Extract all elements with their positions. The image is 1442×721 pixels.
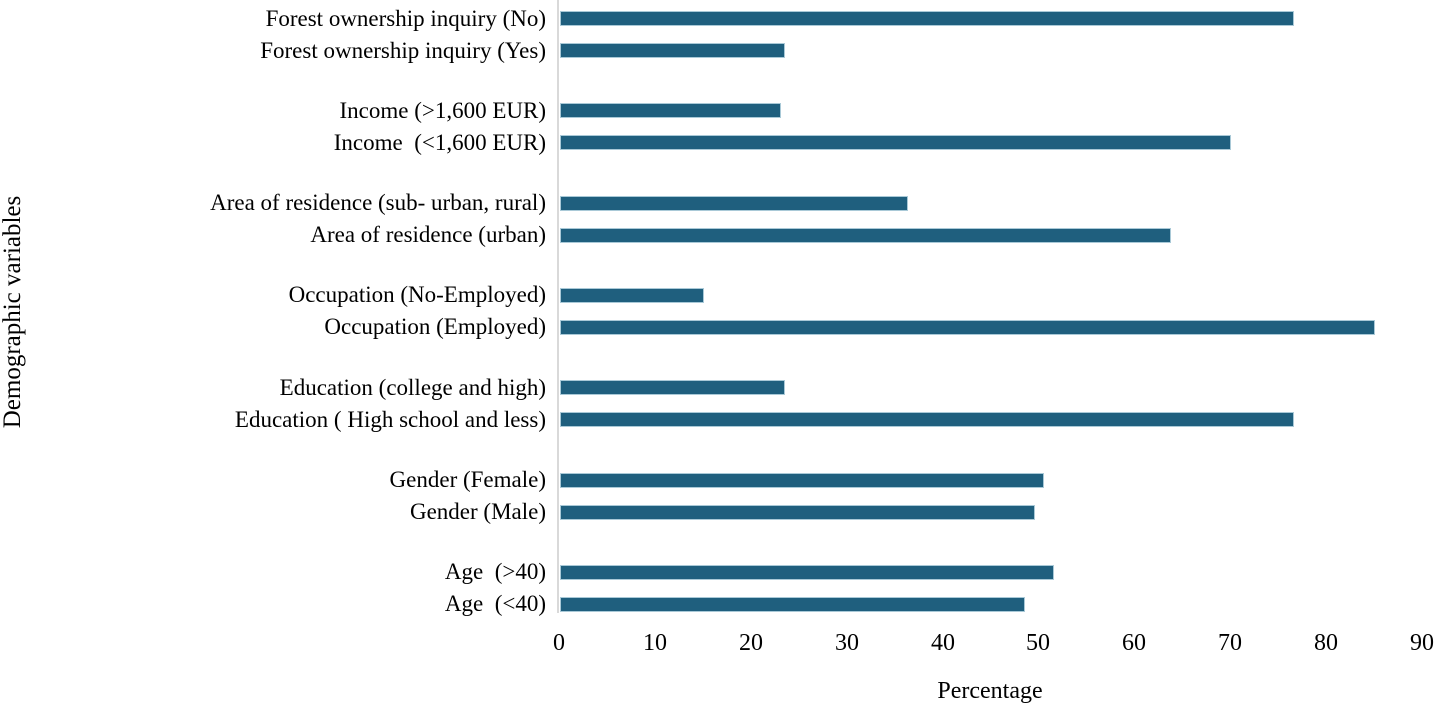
category-label: Forest ownership inquiry (Yes): [260, 38, 546, 63]
category-label: Occupation (Employed): [324, 314, 546, 339]
bar: [560, 597, 1025, 612]
x-tick-label: 50: [1026, 630, 1050, 656]
category-label: Age (>40): [444, 559, 546, 584]
category-label: Forest ownership inquiry (No): [265, 6, 546, 31]
category-label: Occupation (No-Employed): [288, 282, 546, 307]
x-tick-label: 60: [1122, 630, 1146, 656]
bar: [560, 473, 1044, 488]
bar: [560, 412, 1294, 427]
x-tick-label: 10: [643, 630, 667, 656]
x-axis-title: Percentage: [937, 678, 1043, 704]
category-label: Gender (Male): [409, 499, 546, 524]
category-label: Area of residence (sub- urban, rural): [210, 190, 546, 215]
y-axis-line: [557, 0, 559, 613]
x-tick-label: 0: [553, 630, 565, 656]
bar: [560, 505, 1035, 520]
bar: [560, 288, 704, 303]
bar: [560, 380, 785, 395]
category-label: Education (college and high): [279, 375, 546, 400]
x-tick-label: 80: [1314, 630, 1338, 656]
x-tick-label: 30: [835, 630, 859, 656]
bar: [560, 103, 781, 118]
category-label: Age (<40): [444, 591, 546, 616]
category-label: Income (>1,600 EUR): [339, 98, 546, 123]
category-label: Gender (Female): [389, 467, 546, 492]
x-tick-label: 40: [931, 630, 955, 656]
bar: [560, 320, 1375, 335]
y-axis-title: Demographic variables: [0, 195, 26, 429]
bar: [560, 43, 785, 58]
bar: [560, 196, 908, 211]
bar: [560, 228, 1171, 243]
category-label: Education ( High school and less): [234, 407, 546, 432]
category-label: Area of residence (urban): [310, 222, 546, 247]
x-tick-label: 90: [1410, 630, 1434, 656]
category-label: Income (<1,600 EUR): [333, 130, 546, 155]
bar: [560, 11, 1294, 26]
bar: [560, 135, 1231, 150]
x-tick-label: 70: [1218, 630, 1242, 656]
x-tick-label: 20: [739, 630, 763, 656]
bar: [560, 565, 1054, 580]
